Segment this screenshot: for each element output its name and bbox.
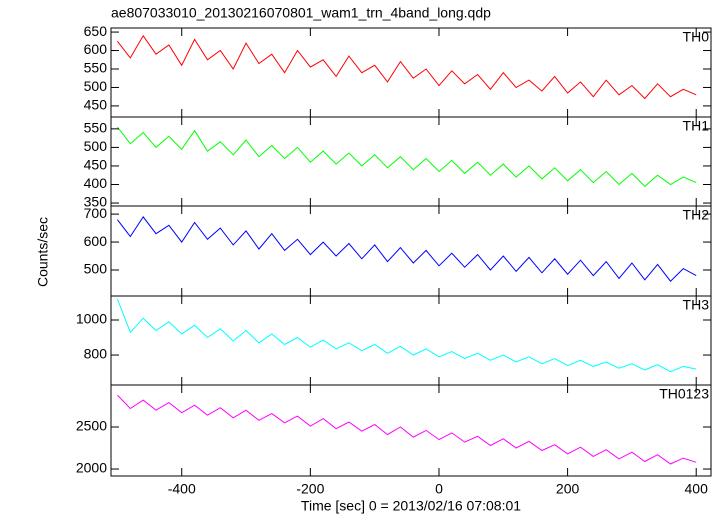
y-tick-label: 1000 <box>76 311 107 327</box>
y-tick-label: 650 <box>84 23 108 39</box>
x-tick-label: 0 <box>435 481 443 497</box>
x-axis-label: Time [sec] 0 = 2013/02/16 07:08:01 <box>301 498 521 514</box>
chart-title: ae807033010_20130216070801_wam1_trn_4ban… <box>111 5 491 21</box>
y-tick-label: 2000 <box>76 460 107 476</box>
panel-frame <box>110 116 712 207</box>
y-tick-label: 800 <box>84 346 108 362</box>
panel-label: TH3 <box>683 297 710 313</box>
panel-label: TH0 <box>683 29 710 45</box>
data-line <box>116 298 697 373</box>
y-tick-label: 400 <box>84 175 108 191</box>
y-tick-label: 500 <box>84 138 108 154</box>
data-line <box>117 126 697 187</box>
y-tick-label: 2500 <box>76 418 107 434</box>
panel-label: TH1 <box>683 118 710 134</box>
x-tick-label: 400 <box>685 481 709 497</box>
y-tick-label: 350 <box>84 194 108 210</box>
panel-frame <box>110 205 712 297</box>
y-tick-label: 500 <box>84 261 108 277</box>
data-line <box>117 394 697 465</box>
y-tick-label: 600 <box>84 41 108 57</box>
x-tick-label: -400 <box>168 481 196 497</box>
y-tick-label: 500 <box>84 78 108 94</box>
panel-frame <box>110 295 712 386</box>
y-tick-label: 450 <box>84 97 108 113</box>
panel-label: TH0123 <box>659 386 709 402</box>
panel-label: TH2 <box>683 207 710 223</box>
y-tick-label: 600 <box>84 233 108 249</box>
y-axis-label: Counts/sec <box>35 217 51 287</box>
y-tick-label: 550 <box>84 60 108 76</box>
panel-frame <box>110 27 712 118</box>
panel-frame <box>110 384 712 477</box>
y-tick-label: 700 <box>84 205 108 221</box>
x-tick-label: 200 <box>556 481 580 497</box>
data-line <box>117 216 697 282</box>
y-tick-label: 450 <box>84 157 108 173</box>
x-tick-label: -200 <box>296 481 324 497</box>
data-line <box>117 34 697 100</box>
y-tick-label: 550 <box>84 120 108 136</box>
